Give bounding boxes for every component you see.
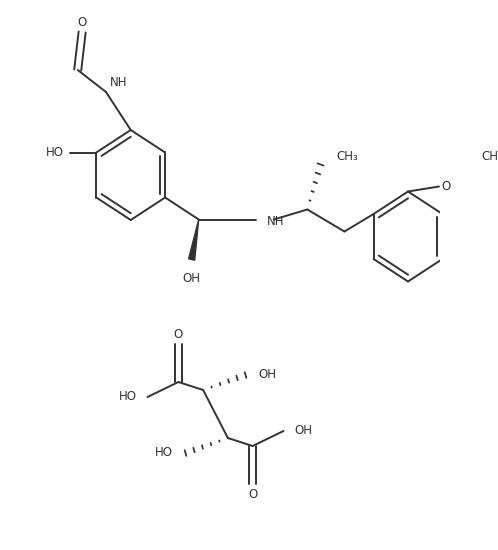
Text: HO: HO (119, 390, 137, 404)
Text: OH: OH (258, 368, 276, 382)
Polygon shape (189, 219, 199, 260)
Text: HO: HO (46, 146, 64, 159)
Text: NH: NH (267, 215, 284, 228)
Text: OH: OH (294, 425, 312, 437)
Text: CH₃: CH₃ (337, 150, 358, 163)
Text: O: O (78, 15, 87, 29)
Text: O: O (248, 487, 257, 500)
Text: OH: OH (183, 272, 201, 284)
Text: HO: HO (155, 447, 173, 459)
Text: O: O (174, 327, 183, 340)
Text: CH₃: CH₃ (482, 150, 498, 163)
Text: O: O (442, 180, 451, 193)
Text: NH: NH (110, 75, 127, 89)
